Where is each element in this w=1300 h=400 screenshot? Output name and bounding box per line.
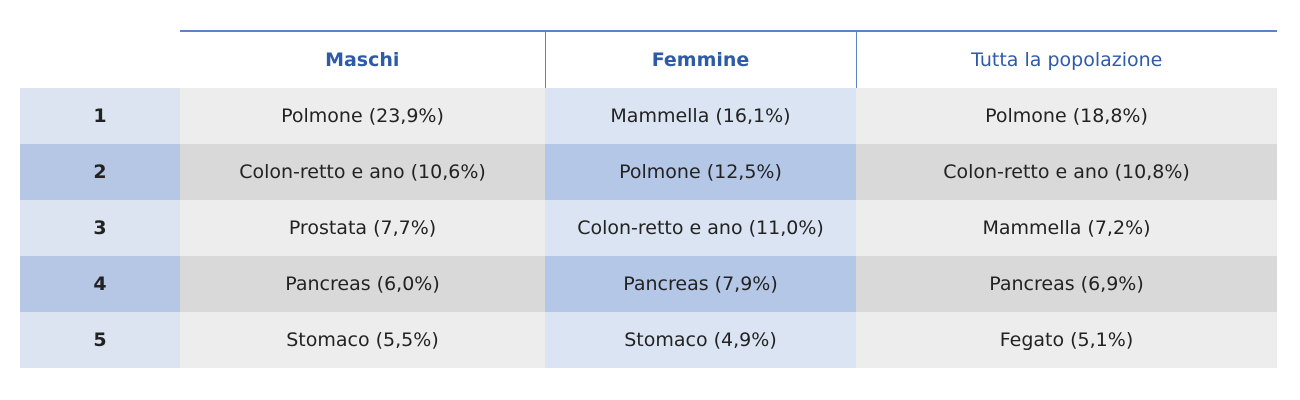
table-row: 3 Prostata (7,7%) Colon-retto e ano (11,0%… <box>20 200 1277 256</box>
header-cell: Tutta la popolazione <box>855 30 1277 88</box>
table-row: 2 Colon-retto e ano (10,6%) Polmone (12,5%… <box>20 144 1277 200</box>
table-cell: Pancreas (6,0%) <box>180 256 545 312</box>
header-row: Maschi Femmine Tutta la popolazione <box>20 30 1277 88</box>
header-empty <box>20 31 180 88</box>
table-cell: Pancreas (6,9%) <box>856 256 1277 312</box>
table-cell: Fegato (5,1%) <box>856 312 1277 368</box>
table-cell: Mammella (16,1%) <box>545 88 856 144</box>
rank-cell: 1 <box>20 88 180 144</box>
rank-cell: 4 <box>20 256 180 312</box>
table-cell: Colon-retto e ano (10,6%) <box>180 144 545 200</box>
ranking-table: Maschi Femmine Tutta la popolazione 1 Pol… <box>20 30 1277 368</box>
table-row: 5 Stomaco (5,5%) Stomaco (4,9%) Fegato (5,1… <box>20 312 1277 368</box>
header-cell: Maschi <box>180 30 545 88</box>
table-cell: Colon-retto e ano (10,8%) <box>856 144 1277 200</box>
table-cell: Stomaco (5,5%) <box>180 312 545 368</box>
rank-cell: 5 <box>20 312 180 368</box>
rank-cell: 2 <box>20 144 180 200</box>
table-cell: Polmone (23,9%) <box>180 88 545 144</box>
table-cell: Stomaco (4,9%) <box>545 312 856 368</box>
table-cell: Colon-retto e ano (11,0%) <box>545 200 856 256</box>
header-cell: Femmine <box>544 30 856 88</box>
table-cell: Polmone (18,8%) <box>856 88 1277 144</box>
table-cell: Pancreas (7,9%) <box>545 256 856 312</box>
table-cell: Mammella (7,2%) <box>856 200 1277 256</box>
rank-cell: 3 <box>20 200 180 256</box>
table-body: 1 Polmone (23,9%) Mammella (16,1%) Polmone … <box>20 88 1277 368</box>
table-cell: Polmone (12,5%) <box>545 144 856 200</box>
table-row: 1 Polmone (23,9%) Mammella (16,1%) Polmone … <box>20 88 1277 144</box>
table-row: 4 Pancreas (6,0%) Pancreas (7,9%) Pancreas … <box>20 256 1277 312</box>
table-cell: Prostata (7,7%) <box>180 200 545 256</box>
